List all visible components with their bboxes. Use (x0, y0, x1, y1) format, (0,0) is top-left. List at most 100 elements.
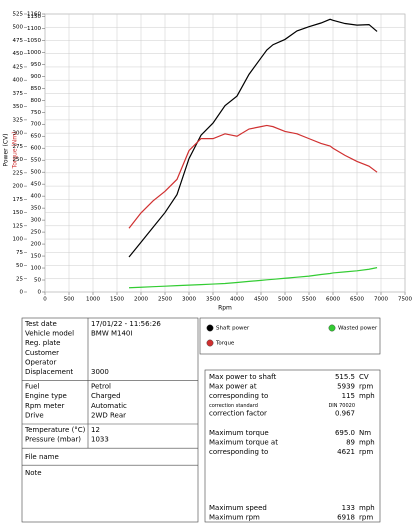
result-label: correction standard (209, 403, 258, 409)
result-unit: rpm (359, 383, 373, 391)
info-box (21, 317, 199, 523)
info-label: Fuel (25, 383, 39, 391)
legend-box (199, 317, 381, 355)
x-tick-label: 7500 (398, 297, 412, 303)
info-label: Temperature (°C) (24, 426, 86, 434)
y2-tick-label: 150 (31, 254, 42, 260)
info-value: 1033 (91, 436, 109, 444)
y-tick-label: 350 (13, 104, 24, 110)
info-label: Pressure (mbar) (25, 436, 81, 444)
y2-tick-label: 850 (31, 86, 42, 92)
y2-tick-label: 900 (31, 74, 42, 80)
info-label: Displacement (25, 368, 73, 376)
result-value: 133 (342, 504, 355, 512)
y-tick-label: 525 (13, 12, 24, 18)
result-value: 695.0 (335, 429, 355, 437)
y-axis-label: Power (CV) (3, 133, 10, 166)
plot-area (44, 13, 406, 293)
y2-tick-label: 450 (31, 182, 42, 188)
x-tick-label: 2500 (158, 297, 172, 303)
y-tick-label: 0 (20, 290, 24, 296)
y2-tick-label: 550 (31, 158, 42, 164)
x-tick-label: 4500 (254, 297, 268, 303)
series-line (128, 267, 378, 289)
info-value: 2WD Rear (91, 411, 126, 419)
y-tick-label: 275 (13, 144, 24, 150)
info-label: Reg. plate (25, 339, 60, 347)
y-tick-label: 125 (13, 223, 24, 229)
x-tick-label: 3500 (206, 297, 220, 303)
legend-label: Wasted power (338, 326, 378, 332)
y-tick-label: 175 (13, 197, 24, 203)
y-tick-label: 225 (13, 170, 24, 176)
note-label: Note (25, 469, 42, 477)
result-unit: mph (359, 439, 375, 447)
y2-tick-label: 950 (31, 62, 42, 68)
y2-tick-label: 200 (31, 242, 42, 248)
result-value: 5939 (337, 383, 355, 391)
y2-tick-label: 700 (31, 122, 42, 128)
y-tick-label: 75 (16, 250, 23, 256)
info-label: Test date (24, 320, 57, 328)
result-value: 115 (342, 392, 355, 400)
series-line (128, 18, 378, 258)
result-value: 4621 (337, 448, 355, 456)
x-tick-label: 6000 (326, 297, 340, 303)
x-axis-label: Rpm (218, 305, 232, 312)
y2-tick-label: 400 (31, 194, 42, 200)
info-label: Vehicle model (25, 330, 74, 338)
y-tick-label: 500 (13, 25, 24, 31)
y-tick-label: 400 (13, 78, 24, 84)
y2-tick-label: 50 (34, 278, 41, 284)
info-value: 12 (91, 426, 100, 434)
file-name-label: File name (25, 453, 59, 461)
result-label: corresponding to (209, 448, 268, 456)
x-tick-label: 2000 (134, 297, 148, 303)
y2-tick-label: 1160 (27, 12, 41, 18)
info-value: 3000 (91, 368, 109, 376)
y-tick-label: 250 (13, 157, 24, 163)
result-label: correction factor (209, 410, 267, 418)
y-tick-label: 375 (13, 91, 24, 97)
y-tick-label: 325 (13, 117, 24, 123)
result-label: Maximum torque (209, 429, 269, 437)
y-tick-label: 50 (16, 263, 23, 269)
y-tick-label: 450 (13, 51, 24, 57)
info-label: Customer (25, 349, 59, 357)
info-value: Charged (91, 392, 121, 400)
legend-marker (206, 339, 214, 347)
result-value: DIN 70020 (328, 403, 355, 409)
y2-tick-label: 600 (31, 146, 42, 152)
y2-tick-label: 300 (31, 218, 42, 224)
info-label: Rpm meter (25, 402, 65, 410)
y-tick-label: 25 (16, 276, 23, 282)
results-box (204, 369, 381, 523)
y-tick-label: 475 (13, 38, 24, 44)
result-value: 89 (346, 439, 355, 447)
result-value: 515.5 (335, 373, 355, 381)
y2-tick-label: 800 (31, 98, 42, 104)
result-label: Maximum speed (209, 504, 267, 512)
info-label: Drive (25, 411, 44, 419)
y2-tick-label: 250 (31, 230, 42, 236)
result-label: Max power at (209, 383, 257, 391)
series-line (128, 124, 378, 229)
info-value: Petrol (91, 383, 111, 391)
result-unit: rpm (359, 448, 373, 456)
y2-tick-label: 500 (31, 170, 42, 176)
y2-tick-label: 100 (31, 266, 42, 272)
result-unit: mph (359, 504, 375, 512)
y2-tick-label: 1150 (27, 14, 41, 20)
y2-tick-label: 650 (31, 134, 42, 140)
x-tick-label: 6500 (350, 297, 364, 303)
x-tick-label: 5000 (278, 297, 292, 303)
x-tick-label: 7000 (374, 297, 388, 303)
x-tick-label: 4000 (230, 297, 244, 303)
legend-marker (328, 324, 336, 332)
result-label: Maximum torque at (209, 439, 278, 447)
x-tick-label: 3000 (182, 297, 196, 303)
result-value: 6918 (337, 514, 355, 522)
y2-tick-label: 1100 (27, 26, 41, 32)
x-tick-label: 500 (64, 297, 75, 303)
